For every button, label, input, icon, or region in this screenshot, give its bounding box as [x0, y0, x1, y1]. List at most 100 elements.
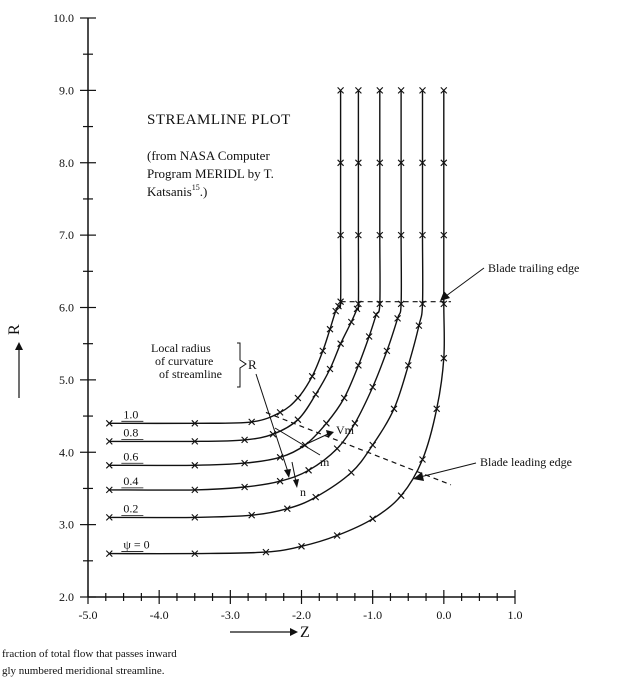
- data-point-stroke: [353, 305, 361, 313]
- y-axis-arrow-head: [15, 342, 23, 350]
- y-axis-label: R: [6, 324, 23, 335]
- data-point-stroke: [105, 486, 113, 494]
- data-point: [248, 511, 256, 519]
- data-point-stroke: [105, 438, 113, 445]
- edge-lines: [265, 301, 452, 486]
- data-point-stroke: [372, 311, 380, 319]
- data-point-stroke: [440, 87, 448, 94]
- data-point: [191, 419, 199, 427]
- n-direction-line: [291, 461, 297, 483]
- data-point: [283, 505, 291, 513]
- data-point: [419, 231, 426, 239]
- data-point: [376, 231, 384, 239]
- data-point: [335, 302, 342, 310]
- data-point: [248, 418, 256, 426]
- data-point-stroke: [294, 416, 302, 424]
- data-point: [394, 315, 401, 322]
- data-point: [404, 362, 412, 369]
- data-point: [397, 87, 405, 94]
- chart-title: STREAMLINE PLOT: [147, 112, 291, 128]
- m-label: m: [320, 455, 330, 469]
- data-point-stroke: [365, 333, 373, 340]
- data-point-stroke: [319, 347, 327, 355]
- data-point: [376, 87, 384, 94]
- data-point: [326, 325, 334, 333]
- data-point: [440, 354, 448, 362]
- data-point-stroke: [241, 436, 248, 444]
- data-point-stroke: [241, 459, 248, 467]
- data-point: [390, 405, 398, 413]
- data-point-stroke: [105, 514, 113, 521]
- data-point: [276, 477, 284, 485]
- data-point: [340, 394, 348, 402]
- data-point: [337, 87, 344, 94]
- data-point-stroke: [419, 231, 426, 239]
- data-point-stroke: [191, 514, 199, 521]
- data-point-stroke: [397, 87, 405, 94]
- subtitle-reference: 15: [192, 183, 200, 192]
- data-point: [369, 515, 377, 523]
- streamline-label: 1.0: [123, 407, 138, 421]
- data-point-stroke: [305, 466, 312, 474]
- blade-leading-edge-label: Blade leading edge: [480, 455, 572, 469]
- y-tick-label: 8.0: [59, 156, 74, 170]
- data-point: [337, 231, 344, 239]
- data-point-stroke: [294, 394, 302, 402]
- data-point-stroke: [369, 441, 377, 449]
- vm-label: Vm: [336, 423, 355, 437]
- data-point: [397, 159, 405, 167]
- blade-trailing-edge-label: Blade trailing edge: [488, 261, 579, 275]
- leading-edge-pointer-head: [413, 472, 424, 481]
- x-tick-label: -3.0: [221, 608, 240, 622]
- data-point-stroke: [337, 231, 344, 239]
- data-point-stroke: [337, 298, 344, 306]
- data-point-stroke: [276, 477, 284, 485]
- data-point: [326, 365, 334, 373]
- data-point-stroke: [397, 300, 405, 308]
- subtitle-line-2: Program MERIDL by T.: [147, 166, 274, 181]
- data-point-stroke: [191, 419, 199, 427]
- data-point: [191, 486, 199, 494]
- data-point: [105, 550, 113, 557]
- data-point: [105, 438, 113, 445]
- data-point: [332, 307, 340, 315]
- data-point-stroke: [355, 159, 362, 167]
- trailing-edge-pointer: [445, 267, 485, 297]
- y-tick-label: 5.0: [59, 373, 74, 387]
- data-point-stroke: [191, 550, 199, 557]
- data-point: [347, 469, 355, 476]
- data-point-stroke: [191, 486, 199, 494]
- local-radius-brace: [237, 342, 247, 388]
- data-point: [337, 159, 344, 167]
- data-point-stroke: [105, 419, 113, 427]
- data-point-stroke: [332, 307, 340, 315]
- subtitle-line-1: (from NASA Computer: [147, 148, 270, 163]
- streamline-label: 0.2: [123, 501, 138, 515]
- data-point: [355, 231, 362, 239]
- data-point-stroke: [440, 354, 448, 362]
- streamline-label: 0.4: [123, 474, 138, 488]
- data-point-stroke: [333, 532, 341, 539]
- streamline-label: 0.6: [123, 449, 138, 463]
- data-point: [319, 347, 327, 355]
- x-axis-arrow-head: [290, 628, 298, 636]
- data-point-stroke: [404, 362, 412, 369]
- data-point-stroke: [376, 159, 384, 167]
- streamlines: ψ = 0 0.2 0.4 0.6 0.8 1.0: [105, 87, 448, 557]
- data-point: [105, 486, 113, 494]
- data-point: [355, 362, 362, 369]
- y-tick-label: 6.0: [59, 301, 74, 315]
- leading-edge-pointer: [419, 462, 477, 478]
- streamline-4: [109, 90, 360, 443]
- data-point: [333, 445, 341, 452]
- data-point: [347, 318, 355, 326]
- data-point: [419, 159, 426, 167]
- streamline-3: [109, 90, 381, 467]
- data-point-stroke: [433, 405, 441, 413]
- data-point-stroke: [440, 231, 448, 239]
- data-point-stroke: [355, 87, 362, 94]
- data-point-stroke: [347, 469, 355, 476]
- data-point-stroke: [298, 542, 305, 550]
- footnote-line-1: fraction of total flow that passes inwar…: [2, 648, 177, 660]
